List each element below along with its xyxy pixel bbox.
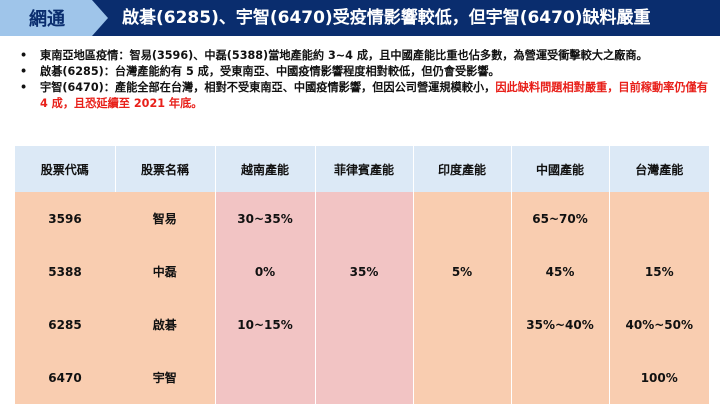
cell-stock-code: 6470 — [15, 351, 115, 404]
bullet-text: 啟碁(6285)：台灣產能約有 5 成，受東南亞、中國疫情影響程度相對較低，但仍… — [40, 65, 500, 78]
header-stock-name: 股票名稱 — [114, 146, 215, 192]
cell-india — [412, 192, 511, 245]
cell-philippines — [314, 298, 413, 351]
bullet-item: • 東南亞地區疫情：智易(3596)、中磊(5388)當地產能約 3~4 成，且… — [20, 48, 710, 64]
cell-vietnam: 30~35% — [214, 192, 315, 245]
cell-taiwan: 15% — [608, 245, 709, 298]
cell-stock-code: 6285 — [15, 298, 115, 351]
cell-india — [412, 351, 511, 404]
bullet-text: 東南亞地區疫情：智易(3596)、中磊(5388)當地產能約 3~4 成，且中國… — [40, 49, 648, 62]
bullet-text: 宇智(6470)：產能全部在台灣，相對不受東南亞、中國疫情影響，但因公司營運規模… — [40, 81, 496, 94]
cell-vietnam: 10~15% — [214, 298, 315, 351]
cell-philippines — [314, 192, 413, 245]
cell-stock-name: 智易 — [115, 192, 215, 245]
cell-china — [510, 351, 609, 404]
cell-vietnam: 0% — [214, 245, 315, 298]
section-tag: 網通 — [0, 0, 108, 36]
cell-india: 5% — [412, 245, 511, 298]
bullet-list: • 東南亞地區疫情：智易(3596)、中磊(5388)當地產能約 3~4 成，且… — [20, 48, 710, 112]
slide-title: 啟碁(6285)、宇智(6470)受疫情影響較低，但宇智(6470)缺料嚴重 — [122, 8, 651, 28]
table-row: 5388 中磊 0% 35% 5% 45% 15% — [15, 245, 709, 298]
cell-stock-code: 3596 — [15, 192, 115, 245]
bullet-highlight-text: 因此缺料問題相對嚴重，目前稼動率仍僅有 4 成，且恐延續至 2021 年底。 — [40, 81, 708, 110]
cell-taiwan: 100% — [608, 351, 709, 404]
cell-taiwan — [608, 192, 709, 245]
bullet-dot-icon: • — [20, 65, 28, 78]
bullet-dot-icon: • — [20, 81, 28, 94]
header-china: 中國產能 — [510, 146, 609, 192]
header-taiwan: 台灣產能 — [608, 146, 709, 192]
cell-stock-code: 5388 — [15, 245, 115, 298]
cell-stock-name: 啟碁 — [115, 298, 215, 351]
cell-stock-name: 中磊 — [115, 245, 215, 298]
cell-taiwan: 40%~50% — [608, 298, 709, 351]
header-stock-code: 股票代碼 — [15, 146, 115, 192]
cell-china: 35%~40% — [510, 298, 609, 351]
cell-stock-name: 宇智 — [115, 351, 215, 404]
header-vietnam: 越南產能 — [214, 146, 315, 192]
table-row: 3596 智易 30~35% 65~70% — [15, 192, 709, 245]
cell-india — [412, 298, 511, 351]
table-row: 6285 啟碁 10~15% 35%~40% 40%~50% — [15, 298, 709, 351]
table-row: 6470 宇智 100% — [15, 351, 709, 404]
cell-philippines: 35% — [314, 245, 413, 298]
cell-china: 45% — [510, 245, 609, 298]
header-india: 印度產能 — [412, 146, 511, 192]
header-bar: 網通 啟碁(6285)、宇智(6470)受疫情影響較低，但宇智(6470)缺料嚴… — [0, 0, 720, 36]
section-tag-label: 網通 — [29, 9, 65, 30]
header-philippines: 菲律賓產能 — [314, 146, 413, 192]
cell-china: 65~70% — [510, 192, 609, 245]
cell-philippines — [314, 351, 413, 404]
bullet-item: • 啟碁(6285)：台灣產能約有 5 成，受東南亞、中國疫情影響程度相對較低，… — [20, 64, 710, 80]
table-header-row: 股票代碼 股票名稱 越南產能 菲律賓產能 印度產能 中國產能 台灣產能 — [15, 146, 709, 192]
bullet-item: • 宇智(6470)：產能全部在台灣，相對不受東南亞、中國疫情影響，但因公司營運… — [20, 80, 710, 112]
bullet-dot-icon: • — [20, 49, 28, 62]
cell-vietnam — [214, 351, 315, 404]
capacity-table: 股票代碼 股票名稱 越南產能 菲律賓產能 印度產能 中國產能 台灣產能 3596… — [15, 146, 709, 404]
